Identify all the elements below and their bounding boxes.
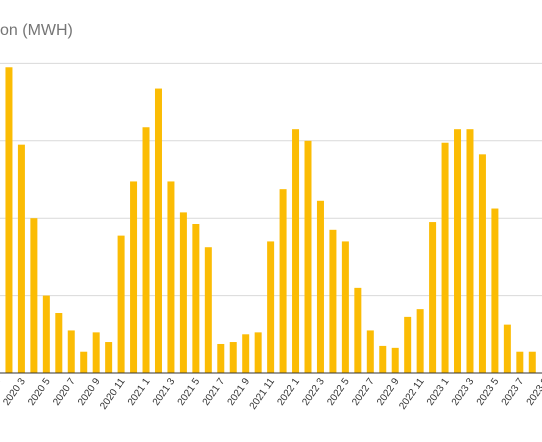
bar-2021-11 (267, 241, 275, 373)
bar-2020-11 (117, 235, 125, 373)
x-tick-label: 2022 11 (397, 376, 427, 412)
bar-2022-12 (429, 222, 437, 373)
bar-2023-8 (528, 351, 536, 373)
x-tick-label: 2022 5 (325, 376, 352, 408)
bar-2022-11 (416, 309, 424, 373)
bar-2022-5 (341, 241, 349, 373)
x-tick-label: 2023 7 (500, 376, 527, 408)
bar-2023-4 (478, 154, 486, 373)
bar-2021-6 (204, 247, 212, 373)
bar-2023-3 (466, 129, 474, 373)
x-tick-label: 2020 11 (98, 376, 128, 412)
bar-2021-3 (167, 181, 175, 373)
bar-2020-3 (17, 144, 25, 373)
x-tick-label: 2020 5 (26, 376, 53, 408)
x-tick-label: 2023 9 (525, 376, 542, 408)
x-tick-label: 2020 3 (1, 376, 28, 408)
x-tick-label: 2021 5 (176, 376, 203, 408)
x-tick-label: 2021 11 (248, 376, 278, 412)
x-tick-label: 2023 5 (475, 376, 502, 408)
bar-2021-7 (217, 343, 225, 373)
bar-2021-9 (242, 334, 250, 373)
bar-2023-5 (491, 208, 499, 373)
bar-2020-5 (42, 295, 50, 373)
bar-2021-8 (229, 342, 237, 373)
x-tick-label: 2023 1 (425, 376, 452, 408)
bar-2023-1 (441, 142, 449, 373)
bar-2022-6 (354, 287, 362, 373)
bar-2021-12 (279, 189, 287, 373)
x-tick-label: 2021 7 (201, 376, 228, 408)
x-tick-label: 2021 3 (151, 376, 178, 408)
bar-2023-7 (516, 351, 524, 373)
bar-2020-12 (130, 181, 138, 373)
x-tick-label: 2023 3 (450, 376, 477, 408)
x-tick-label: 2021 1 (126, 376, 153, 408)
bar-2023-2 (454, 129, 462, 373)
bar-2020-9 (92, 332, 100, 373)
x-tick-label: 2022 7 (350, 376, 377, 408)
bar-2022-3 (316, 200, 324, 373)
bar-2021-1 (142, 127, 150, 373)
x-tick-label: 2022 1 (275, 376, 302, 408)
bar-2022-7 (366, 330, 374, 373)
bar-2022-1 (292, 129, 300, 373)
bar-2021-5 (192, 224, 200, 373)
chart-title: on (MWH) (0, 22, 73, 39)
bar-2022-10 (404, 316, 412, 373)
bar-2021-4 (179, 212, 187, 373)
bar-2020-2 (5, 67, 13, 374)
bar-2023-6 (503, 324, 511, 374)
bar-2020-8 (80, 351, 88, 373)
bar-2020-7 (67, 330, 75, 373)
bar-2022-2 (304, 140, 312, 373)
x-tick-label: 2022 3 (300, 376, 327, 408)
bar-2020-6 (55, 313, 63, 373)
bar-2020-4 (30, 218, 38, 373)
bar-2020-10 (105, 342, 113, 373)
bar-2022-4 (329, 229, 337, 373)
bar-2021-10 (254, 332, 262, 373)
bar-2022-9 (391, 347, 399, 373)
bar-2022-8 (379, 345, 387, 373)
x-tick-label: 2020 7 (51, 376, 78, 408)
bar-2021-2 (154, 88, 162, 373)
